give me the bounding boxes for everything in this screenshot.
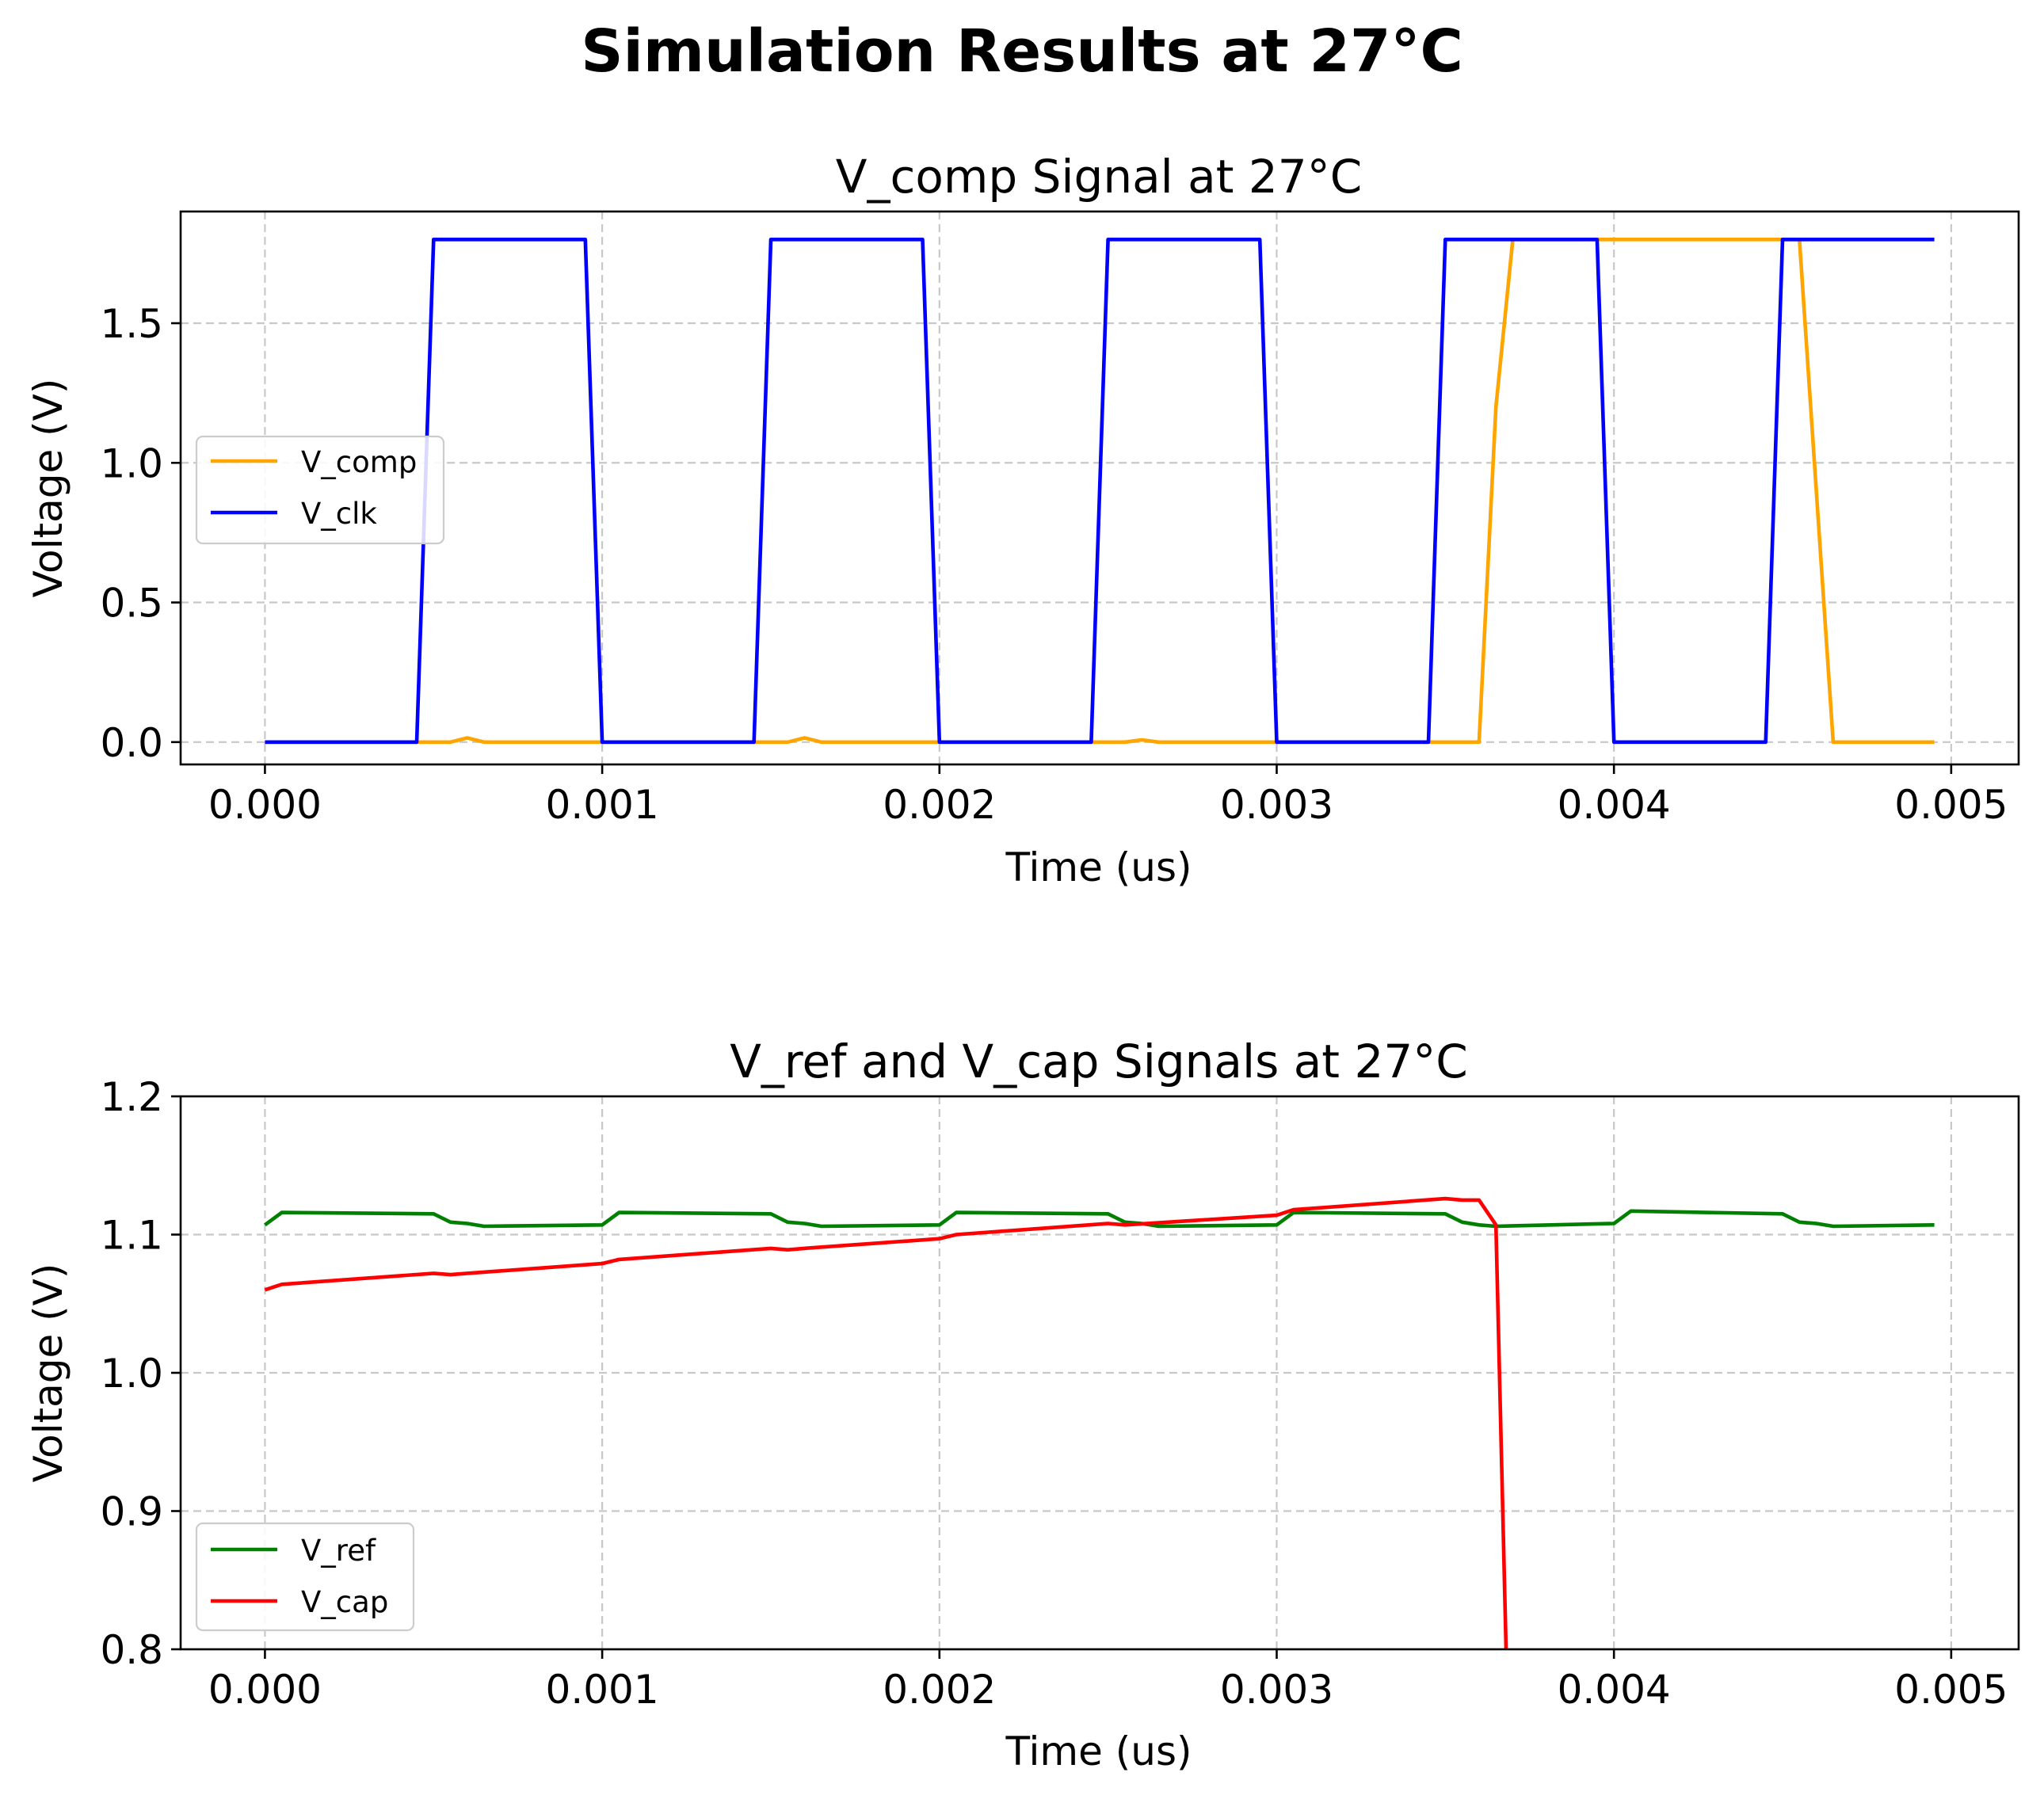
bottom-plot-ylabel: Voltage (V) — [25, 1263, 71, 1483]
top-plot-xtick-label: 0.003 — [1220, 782, 1333, 828]
bottom-plot-series — [264, 1196, 1935, 1649]
top-plot-ticks: 0.000 0.001 0.002 0.003 0.004 0.005 0.0 0.5 1.0 1… — [100, 301, 2008, 828]
bottom-plot-xtick-label: 0.001 — [546, 1667, 659, 1713]
top-plot-series — [265, 237, 1935, 745]
top-plot-vcomp-vclk: V_comp Signal at 27°C 0.000 0.001 0.002 0.0… — [25, 150, 2020, 890]
bottom-plot-ytick-label: 1.1 — [100, 1213, 163, 1259]
bottom-plot-xlabel: Time (us) — [1005, 1728, 1192, 1774]
bottom-plot-ytick-label: 1.0 — [100, 1351, 163, 1397]
series-line-v-clk — [265, 237, 1935, 745]
top-plot-ytick-label: 1.5 — [100, 301, 163, 347]
top-plot-frame — [179, 210, 2020, 766]
legend-label-v-cap: V_cap — [301, 1585, 388, 1619]
bottom-plot-xtick-label: 0.005 — [1894, 1667, 2008, 1713]
legend-label-v-comp: V_comp — [301, 445, 417, 479]
top-plot-legend-box — [195, 435, 445, 545]
top-plot-legend: V_comp V_clk — [195, 435, 445, 545]
top-plot-ytick-label: 1.0 — [100, 440, 163, 486]
bottom-plot-title: V_ref and V_cap Signals at 27°C — [730, 1035, 1468, 1088]
top-plot-xtick-label: 0.002 — [883, 782, 996, 828]
series-line-v-ref — [264, 1209, 1935, 1229]
series-line-v-cap — [264, 1196, 1508, 1649]
top-plot-xlabel: Time (us) — [1005, 844, 1192, 890]
bottom-plot-xtick-label: 0.002 — [883, 1667, 996, 1713]
bottom-plot-xtick-label: 0.004 — [1558, 1667, 1671, 1713]
top-plot-xtick-label: 0.004 — [1558, 782, 1671, 828]
bottom-plot-ytick-label: 0.8 — [100, 1627, 163, 1673]
bottom-plot-xtick-label: 0.003 — [1220, 1667, 1333, 1713]
top-plot-title: V_comp Signal at 27°C — [836, 150, 1362, 204]
bottom-plot-vref-vcap: V_ref and V_cap Signals at 27°C 0.000 0.0… — [25, 1035, 2020, 1774]
legend-label-v-ref: V_ref — [301, 1534, 376, 1568]
figure-title: Simulation Results at 27°C — [581, 17, 1463, 86]
top-plot-ytick-label: 0.0 — [100, 720, 163, 766]
top-plot-xtick-label: 0.005 — [1894, 782, 2008, 828]
bottom-plot-ytick-label: 0.9 — [100, 1489, 163, 1535]
top-plot-ylabel: Voltage (V) — [25, 379, 71, 598]
top-plot-ytick-label: 0.5 — [100, 581, 163, 627]
legend-label-v-clk: V_clk — [301, 497, 377, 531]
bottom-plot-ticks: 0.000 0.001 0.002 0.003 0.004 0.005 0.8 0.9 1.0 1… — [100, 1074, 2008, 1713]
bottom-plot-legend: V_ref V_cap — [195, 1522, 415, 1632]
top-plot-xtick-label: 0.000 — [208, 782, 322, 828]
top-plot-xtick-label: 0.001 — [546, 782, 659, 828]
bottom-plot-ytick-label: 1.2 — [100, 1074, 163, 1120]
bottom-plot-grid — [181, 1095, 2019, 1651]
bottom-plot-xtick-label: 0.000 — [208, 1667, 322, 1713]
